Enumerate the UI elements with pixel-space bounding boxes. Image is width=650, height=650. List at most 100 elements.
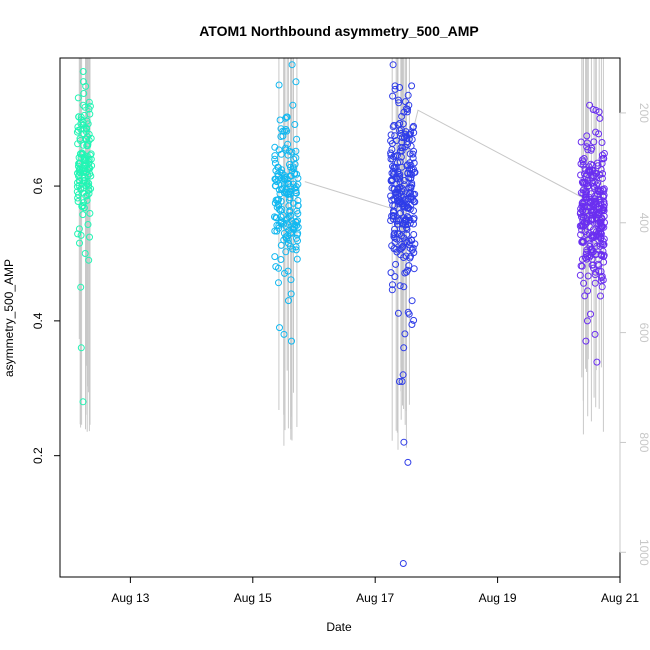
data-point — [394, 186, 402, 194]
data-point — [388, 212, 396, 220]
data-point — [583, 203, 591, 211]
data-point — [410, 220, 417, 228]
data-point — [289, 225, 297, 233]
data-point — [292, 147, 300, 155]
data-point — [293, 255, 301, 263]
data-point-outlier — [399, 560, 407, 567]
data-point — [590, 138, 598, 146]
data-point — [578, 226, 586, 234]
data-point — [387, 131, 395, 139]
data-point — [389, 123, 397, 131]
data-point — [284, 215, 291, 223]
data-point — [404, 170, 412, 178]
data-point-outlier — [77, 283, 85, 291]
data-point — [275, 222, 283, 229]
data-point — [404, 203, 412, 211]
data-point — [392, 174, 400, 182]
data-point — [86, 209, 94, 217]
data-point — [286, 242, 294, 250]
data-point — [580, 279, 588, 287]
data-point — [271, 253, 279, 261]
data-point — [280, 189, 288, 197]
data-point — [579, 198, 587, 206]
data-point — [408, 321, 416, 328]
data-point — [282, 248, 290, 256]
data-point — [600, 258, 608, 266]
data-point — [79, 150, 87, 158]
data-point — [405, 237, 413, 245]
data-point — [271, 227, 279, 235]
data-point-outlier — [405, 310, 413, 318]
data-point — [74, 94, 82, 102]
data-point — [593, 242, 601, 250]
data-point — [401, 238, 409, 246]
data-point-outlier — [399, 371, 407, 379]
data-point — [579, 202, 587, 210]
data-point — [408, 136, 416, 143]
data-point — [75, 225, 83, 233]
data-point — [581, 292, 589, 300]
data-point — [592, 268, 600, 276]
data-point — [285, 213, 293, 221]
data-point — [80, 125, 88, 133]
data-point — [275, 186, 283, 194]
data-point-outlier — [287, 290, 295, 298]
data-point — [403, 231, 411, 238]
data-point — [74, 194, 82, 202]
data-point — [275, 279, 282, 287]
data-point-outlier — [79, 68, 87, 75]
data-point — [74, 169, 81, 177]
data-point — [598, 274, 605, 282]
data-point — [391, 132, 399, 140]
data-point — [281, 269, 288, 277]
data-point — [408, 246, 416, 254]
data-point — [400, 283, 408, 291]
data-point-outlier — [586, 101, 594, 109]
data-point — [577, 160, 585, 168]
data-point — [580, 155, 588, 162]
data-point — [86, 151, 94, 159]
data-point-outlier — [405, 101, 413, 109]
data-point — [275, 205, 283, 213]
x-tick-label: Aug 21 — [601, 591, 639, 605]
data-point — [398, 185, 406, 192]
data-point — [584, 272, 592, 280]
data-point — [410, 231, 418, 238]
x-tick-label: Aug 17 — [356, 591, 394, 605]
data-point — [291, 184, 299, 192]
data-point — [402, 128, 410, 136]
data-point — [277, 241, 285, 249]
y2-tick-label: 1000 — [637, 539, 650, 566]
data-point — [392, 152, 400, 160]
data-point — [580, 178, 588, 186]
data-point — [84, 172, 92, 179]
data-point — [394, 121, 402, 129]
data-point — [408, 181, 416, 189]
data-point — [283, 219, 291, 227]
data-point — [285, 190, 293, 198]
data-point-outlier — [289, 101, 297, 109]
data-point — [84, 120, 92, 128]
data-point — [283, 113, 290, 121]
data-point — [279, 184, 287, 192]
data-point — [599, 170, 606, 178]
data-point — [585, 167, 592, 175]
data-point — [583, 139, 591, 147]
data-point — [598, 151, 606, 159]
data-point — [293, 135, 301, 143]
data-point — [598, 283, 606, 291]
data-point — [387, 269, 395, 277]
data-point-outlier — [79, 101, 87, 109]
data-point-outlier — [81, 250, 89, 257]
data-point — [408, 82, 416, 90]
data-point-outlier — [587, 310, 594, 318]
data-point — [400, 181, 408, 189]
data-point — [410, 129, 418, 137]
data-point — [87, 150, 95, 158]
data-point — [294, 197, 302, 204]
data-point — [79, 189, 87, 197]
data-point — [292, 183, 300, 191]
data-point — [388, 140, 396, 147]
data-point — [409, 150, 417, 158]
